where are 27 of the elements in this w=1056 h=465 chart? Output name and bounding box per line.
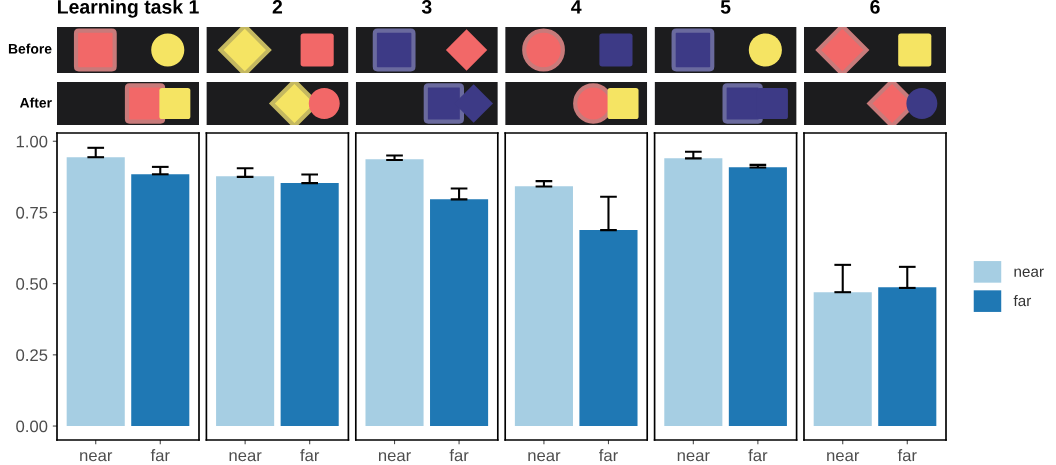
chart-title: 4 [571,0,582,14]
chart-title: Learning task 1 [57,0,199,18]
x-tick-label: near [229,452,262,462]
y-tick-label: 0.25 [16,349,48,362]
text: After [19,97,52,108]
y-tick-label: 0.75 [16,206,48,219]
legend-label: far [1013,295,1032,307]
x-tick-label: far [897,449,917,462]
x-tick-label: far [150,449,170,462]
legend-label: near [1014,268,1044,277]
x-tick-label: near [677,452,710,462]
x-tick-label: far [449,449,469,462]
x-tick-label: far [598,449,618,462]
chart-title: 6 [870,0,880,14]
x-tick-label: near [827,452,860,462]
text: Before [8,43,52,54]
chart-title: 5 [720,0,731,14]
x-tick-label: near [528,452,561,462]
x-tick-label: far [748,449,768,462]
y-tick-label: 0.00 [16,420,48,433]
y-tick-label: 1.00 [16,135,48,148]
chart-title: 2 [272,0,283,14]
x-tick-label: near [80,452,113,462]
x-tick-label: far [300,449,320,462]
y-tick-label: 0.50 [16,278,48,290]
x-tick-label: near [378,452,411,462]
chart-title: 3 [421,0,432,14]
